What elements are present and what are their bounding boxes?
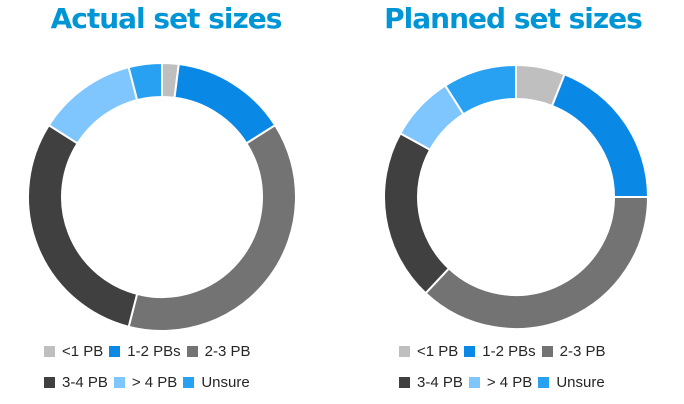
legend-label: Unsure	[201, 373, 250, 391]
legend-item: 2-3 PB	[186, 342, 251, 360]
legend-label: <1 PB	[417, 342, 459, 360]
legend-swatch	[399, 345, 410, 357]
donut-slice-1-2-pbs	[173, 62, 277, 145]
legend-swatch	[44, 376, 55, 388]
legend-item: 2-3 PB	[541, 342, 606, 360]
legend-item: 3-4 PB	[399, 374, 463, 391]
legend-swatch	[109, 345, 121, 357]
legend-label: > 4 PB	[131, 373, 178, 391]
legend-swatch	[468, 376, 480, 388]
donut-slice-unsure	[127, 61, 163, 102]
legend-label: 2-3 PB	[559, 342, 606, 360]
donut-slice-2-3-pb	[127, 123, 297, 332]
legend-swatch	[538, 376, 550, 388]
legend-swatch	[399, 376, 410, 388]
legend-item: 1-2 PBs	[464, 342, 536, 360]
donut-slice-3-4-pb	[27, 123, 139, 329]
legend-swatch	[183, 376, 195, 388]
legend-swatch	[464, 345, 476, 357]
planned-donut-chart	[383, 63, 650, 330]
legend-swatch	[541, 345, 553, 357]
legend-label: 3-4 PB	[62, 373, 108, 391]
actual-legend-row-2: 3-4 PB > 4 PB Unsure	[44, 372, 256, 392]
actual-donut-chart	[27, 61, 297, 332]
legend-item: > 4 PB	[113, 373, 178, 391]
legend-swatch	[113, 376, 125, 388]
legend-label: <1 PB	[62, 342, 104, 360]
donut-slice-4-pb	[47, 65, 139, 145]
legend-swatch	[44, 345, 55, 357]
legend-label: 1-2 PBs	[127, 342, 181, 360]
donut-slice-1-2-pbs	[550, 72, 650, 198]
actual-chart-panel: Actual set sizes <1 PB 1-2 PBs 2-3 PB 3-4 …	[27, 2, 297, 392]
legend-item: Unsure	[538, 373, 605, 391]
planned-chart-title: Planned set sizes	[384, 2, 643, 35]
legend-label: > 4 PB	[486, 373, 533, 391]
donut-slice-2-3-pb	[424, 196, 650, 330]
planned-chart-panel: Planned set sizes <1 PB 1-2 PBs 2-3 PB 3-4…	[342, 0, 684, 404]
legend-item: Unsure	[183, 373, 250, 391]
legend-swatch	[186, 345, 198, 357]
legend-label: 1-2 PBs	[482, 342, 536, 360]
actual-chart-title: Actual set sizes	[50, 2, 283, 35]
legend-item: > 4 PB	[468, 373, 533, 391]
legend-label: Unsure	[556, 373, 605, 391]
legend-item: <1 PB	[399, 343, 458, 360]
legend-item: 3-4 PB	[44, 374, 108, 391]
legend-item: <1 PB	[44, 343, 103, 360]
legend-label: 3-4 PB	[417, 373, 463, 391]
donut-slice-3-4-pb	[383, 132, 451, 295]
legend-label: 2-3 PB	[204, 342, 251, 360]
planned-legend-row-2: 3-4 PB > 4 PB Unsure	[399, 372, 611, 392]
legend-item: 1-2 PBs	[109, 342, 181, 360]
donut-slice-unsure	[443, 63, 517, 116]
planned-legend-row-1: <1 PB 1-2 PBs 2-3 PB	[399, 341, 612, 361]
actual-legend-row-1: <1 PB 1-2 PBs 2-3 PB	[44, 341, 257, 361]
